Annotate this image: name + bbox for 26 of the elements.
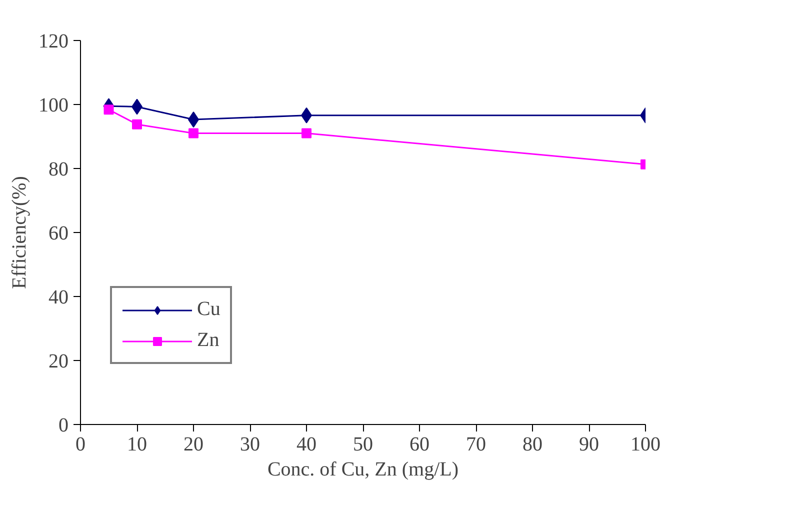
y-tick-label: 20 bbox=[48, 350, 68, 372]
x-axis-title: Conc. of Cu, Zn (mg/L) bbox=[267, 458, 459, 480]
x-tick-label: 60 bbox=[410, 434, 430, 456]
y-tick-label: 80 bbox=[48, 158, 68, 180]
x-tick-label: 90 bbox=[579, 434, 599, 456]
point bbox=[104, 104, 114, 115]
x-tick-label: 30 bbox=[240, 434, 260, 456]
x-tick-label: 50 bbox=[353, 434, 373, 456]
x-tick-label: 10 bbox=[127, 434, 147, 456]
legend-label: Cu bbox=[197, 298, 220, 321]
point bbox=[302, 128, 312, 138]
y-tick-label: 100 bbox=[38, 94, 68, 116]
y-tick-label: 40 bbox=[48, 286, 68, 308]
x-tick-label: 70 bbox=[466, 434, 486, 456]
x-tick-label: 100 bbox=[630, 434, 660, 456]
point bbox=[188, 128, 198, 138]
x-tick-label: 20 bbox=[184, 434, 204, 456]
y-tick-label: 60 bbox=[48, 222, 68, 244]
x-tick-label: 40 bbox=[296, 434, 316, 456]
y-tick-label: 120 bbox=[38, 30, 68, 52]
x-tick-label: 0 bbox=[76, 434, 86, 456]
x-tick-label: 80 bbox=[522, 434, 542, 456]
y-axis-title: Efficiency(%) bbox=[8, 176, 30, 289]
y-tick-label: 0 bbox=[58, 414, 68, 436]
point bbox=[132, 119, 142, 130]
legend-label: Zn bbox=[197, 329, 220, 352]
